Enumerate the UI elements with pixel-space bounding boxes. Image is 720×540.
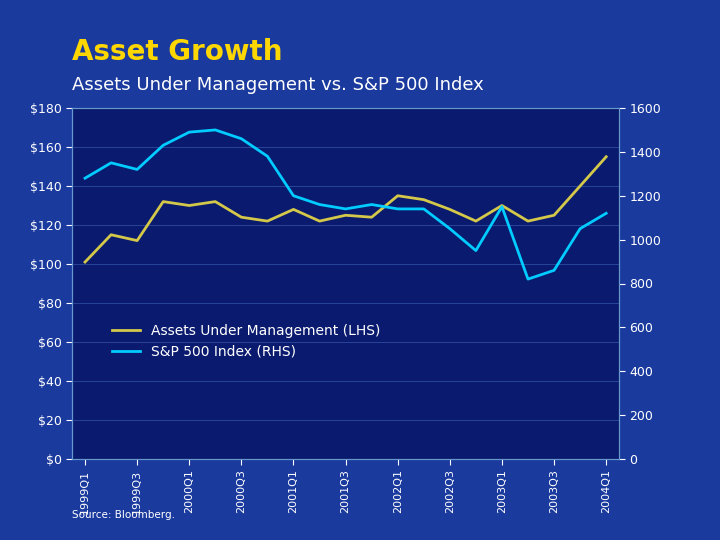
Text: Source: Bloomberg.: Source: Bloomberg. xyxy=(72,510,175,521)
Legend: Assets Under Management (LHS), S&P 500 Index (RHS): Assets Under Management (LHS), S&P 500 I… xyxy=(107,318,386,365)
Text: Assets Under Management vs. S&P 500 Index: Assets Under Management vs. S&P 500 Inde… xyxy=(72,76,484,93)
Text: Asset Growth: Asset Growth xyxy=(72,38,282,66)
